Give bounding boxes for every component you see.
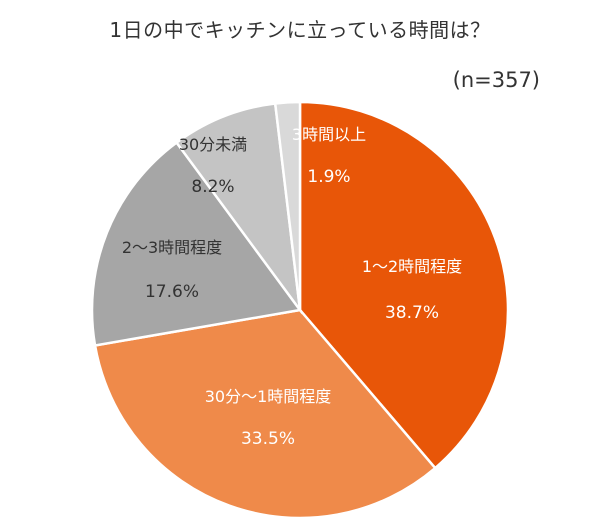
slice-value-label: 8.2% xyxy=(191,177,234,197)
slice-label: 1～2時間程度 xyxy=(362,257,462,276)
pie-slice xyxy=(273,100,302,311)
slice-value-label: 1.9% xyxy=(307,167,350,187)
pie-slice xyxy=(174,102,302,315)
slice-label: 2～3時間程度 xyxy=(122,238,222,257)
sample-size-note: (n=357) xyxy=(452,68,540,92)
slice-value-label: 17.6% xyxy=(145,282,199,302)
slice-value-label: 38.7% xyxy=(385,303,439,323)
pie-slice xyxy=(93,308,437,520)
pie-slice xyxy=(298,100,510,470)
slice-label: 30分～1時間程度 xyxy=(205,387,332,406)
slice-value-label: 33.5% xyxy=(241,429,295,449)
slice-label: 3時間以上 xyxy=(292,125,366,144)
slice-label: 30分未満 xyxy=(179,135,247,154)
chart-title: 1日の中でキッチンに立っている時間は？ xyxy=(109,18,491,42)
pie-slice xyxy=(90,140,303,347)
